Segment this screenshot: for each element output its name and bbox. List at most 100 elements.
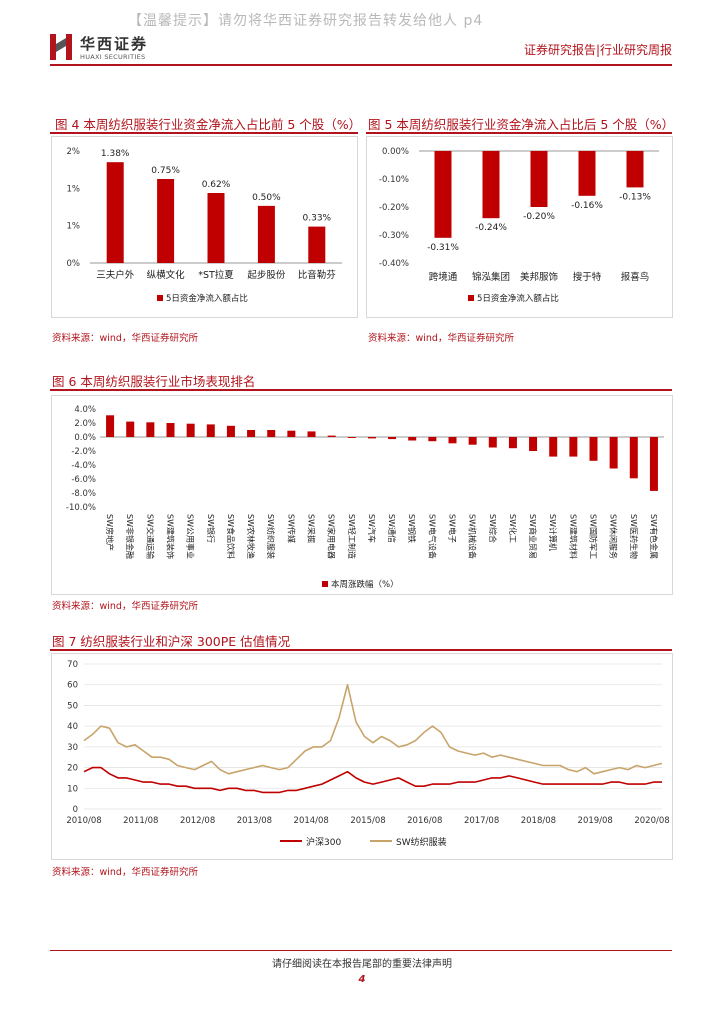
- fig4-bar: [257, 205, 275, 263]
- fig5-y-tick-label: -0.40%: [379, 259, 409, 269]
- fig4-data-label: 0.75%: [151, 166, 180, 176]
- fig7-x-tick-label: 2013/08: [237, 816, 272, 826]
- fig6-title: 图 6 本周纺织服装行业市场表现排名: [52, 374, 256, 389]
- fig6-y-tick-label: 2.0%: [74, 419, 96, 429]
- fig7-source: 资料来源：wind，华西证券研究所: [52, 867, 198, 878]
- fig7-x-tick-label: 2017/08: [464, 816, 499, 826]
- fig6-x-tick-label: SW计算机: [548, 514, 558, 551]
- fig5-bar: [578, 151, 596, 196]
- fig6-chart: 4.0% 2.0% 0.0% -2.0% -4.0% -6.0% -8.0% -10.0% SW…: [66, 405, 664, 590]
- fig6-x-tick-label: SW建筑装饰: [166, 514, 176, 559]
- fig6-bar: [609, 437, 618, 469]
- fig6-x-tick-label: SW商业贸易: [528, 514, 538, 559]
- fig7-series-line-1: [83, 683, 663, 775]
- fig6-x-tick-label: SW电子: [448, 514, 458, 543]
- fig7-x-tick-label: 2016/08: [407, 816, 442, 826]
- fig6-bar: [186, 423, 195, 437]
- fig7-y-tick-label: 30: [67, 743, 78, 753]
- fig4-y-tick-label: 2%: [67, 147, 81, 157]
- fig5-x-tick-label: 搜于特: [573, 271, 602, 283]
- fig4-x-tick-label: *ST拉夏: [198, 269, 234, 281]
- fig6-bar: [549, 437, 558, 457]
- fig4-bar: [157, 179, 175, 263]
- logo-text-en: HUAXI SECURITIES: [80, 53, 146, 61]
- page-number: 4: [358, 974, 366, 985]
- fig4-title: 图 4 本周纺织服装行业资金净流入占比前 5 个股（%）: [55, 117, 362, 132]
- fig5-data-label: -0.24%: [475, 223, 507, 233]
- fig6-x-tick-label: SW房地产: [105, 514, 115, 551]
- fig5-bar: [530, 151, 548, 207]
- fig5-y-tick-label: -0.10%: [379, 175, 409, 185]
- fig6-bar: [649, 437, 658, 491]
- fig4-bar: [106, 162, 124, 263]
- fig5-data-label: -0.31%: [427, 243, 459, 253]
- fig6-x-tick-label: SW轻工制造: [347, 514, 357, 559]
- fig6-x-tick-label: SW农林牧渔: [246, 514, 256, 559]
- watermark-notice: 【温馨提示】请勿将华西证券研究报告转发给他人 p4: [128, 13, 484, 29]
- fig6-x-tick-label: SW银行: [206, 514, 216, 543]
- fig4-data-label: 0.50%: [252, 193, 281, 203]
- fig4-data-label: 0.33%: [303, 214, 332, 224]
- fig6-bar: [206, 424, 215, 437]
- fig7-y-tick-label: 10: [67, 784, 78, 794]
- fig4-legend-swatch: [157, 295, 163, 301]
- fig6-bar: [287, 430, 296, 437]
- fig4-x-tick-label: 三夫户外: [96, 269, 135, 281]
- footer-disclaimer: 请仔细阅读在本报告尾部的重要法律声明: [272, 959, 452, 970]
- fig5-data-label: -0.20%: [523, 212, 555, 222]
- fig4-x-tick-label: 比音勒芬: [298, 269, 337, 281]
- footer-divider: [50, 950, 672, 951]
- report-type: 证券研究报告|行业研究周报: [523, 43, 672, 57]
- fig6-bar: [327, 435, 336, 437]
- fig6-source: 资料来源：wind，华西证券研究所: [52, 601, 198, 612]
- fig6-bar: [146, 422, 155, 437]
- fig5-panel: 0.00% -0.10% -0.20% -0.30% -0.40% -0.31% 跨境通 -0…: [366, 136, 673, 318]
- fig6-bar: [448, 437, 457, 444]
- fig5-x-tick-label: 报喜鸟: [621, 271, 650, 283]
- fig5-bar: [434, 151, 452, 238]
- fig5-bar: [482, 151, 500, 219]
- fig6-bar: [468, 437, 477, 445]
- fig6-x-tick-label: SW采掘: [307, 514, 317, 543]
- fig6-y-tick-label: -8.0%: [71, 489, 96, 499]
- fig4-panel: 0% 1% 1% 2% 1.38% 三夫户外 0.75% 纵横文化 0.62% *ST拉夏 0.50…: [51, 136, 358, 318]
- fig7-x-tick-label: 2020/08: [634, 816, 669, 826]
- fig6-x-tick-label: SW非银金融: [125, 514, 135, 559]
- fig7-y-tick-label: 40: [67, 722, 78, 732]
- fig7-y-tick-label: 70: [67, 660, 78, 670]
- fig6-bar: [569, 437, 578, 457]
- fig6-bar: [307, 431, 316, 437]
- fig6-y-tick-label: -6.0%: [71, 475, 96, 485]
- fig6-bar: [529, 437, 538, 451]
- fig4-source: 资料来源：wind，华西证券研究所: [52, 333, 198, 344]
- fig6-y-tick-label: -10.0%: [66, 503, 96, 513]
- fig6-bar: [388, 437, 397, 440]
- fig6-legend-label: 本周涨跌幅（%）: [331, 579, 399, 590]
- fig6-bar: [589, 437, 598, 461]
- fig7-chart: 0 10 20 30 40 50 60 70 2010/08 2011/08 2012/08 2013…: [66, 660, 669, 848]
- fig4-y-tick-label: 0%: [67, 259, 81, 269]
- fig6-bar: [367, 437, 376, 439]
- fig6-bar: [247, 430, 256, 437]
- fig7-title: 图 7 纺织服装行业和沪深 300PE 估值情况: [52, 634, 291, 649]
- fig4-title-underline: [50, 132, 358, 134]
- fig7-legend-label: SW纺织服装: [396, 836, 447, 848]
- fig7-x-tick-label: 2010/08: [66, 816, 101, 826]
- logo-text-cn: 华西证券: [80, 35, 149, 53]
- fig6-x-tick-label: SW化工: [508, 514, 518, 543]
- fig6-x-tick-label: SW有色金属: [649, 514, 659, 559]
- fig5-bar: [626, 151, 644, 188]
- fig6-x-tick-label: SW医药生物: [629, 514, 639, 559]
- fig5-chart: 0.00% -0.10% -0.20% -0.30% -0.40% -0.31% 跨境通 -0…: [379, 147, 659, 304]
- fig5-x-tick-label: 锦泓集团: [472, 271, 510, 283]
- fig5-y-tick-label: -0.20%: [379, 203, 409, 213]
- fig6-x-tick-label: SW休闲服务: [609, 514, 619, 559]
- fig5-legend-swatch: [468, 295, 474, 301]
- fig7-title-underline: [50, 649, 672, 651]
- fig6-y-tick-label: -2.0%: [71, 447, 96, 457]
- fig6-legend-swatch: [322, 581, 328, 587]
- fig6-x-tick-label: SW建筑材料: [568, 514, 578, 559]
- fig7-series-line-0: [83, 766, 662, 794]
- fig6-bar: [629, 437, 638, 479]
- fig4-x-tick-label: 起步股份: [247, 269, 286, 281]
